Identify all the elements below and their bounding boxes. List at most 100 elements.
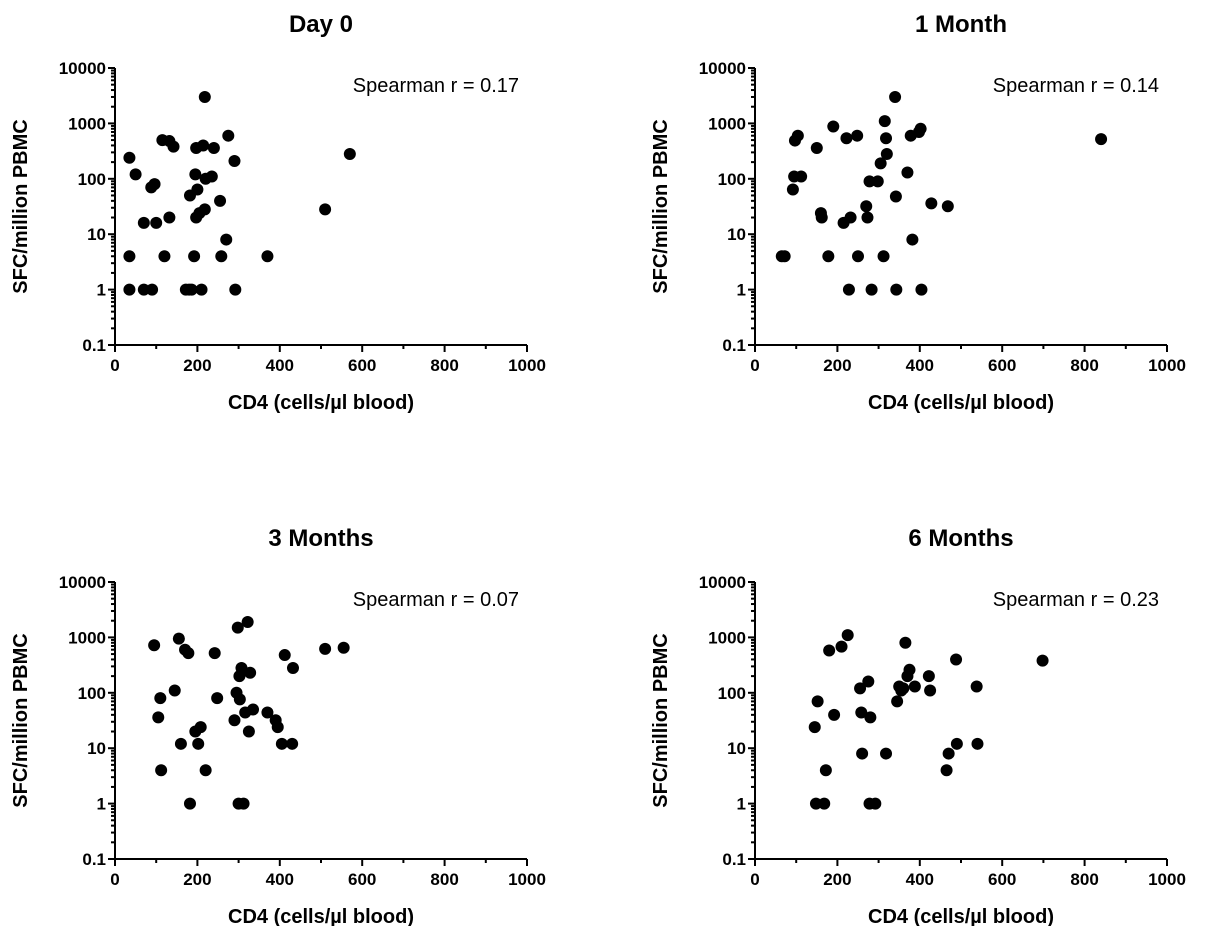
data-point (878, 115, 891, 128)
x-axis-label: CD4 (cells/µl blood) (868, 392, 1054, 414)
data-point (158, 250, 171, 263)
data-point (795, 170, 808, 183)
y-tick-label: 1 (97, 795, 106, 814)
x-tick-label: 600 (348, 870, 376, 889)
y-tick-label: 100 (78, 170, 106, 189)
y-tick-label: 1 (737, 795, 746, 814)
data-point (841, 629, 854, 642)
data-point (168, 684, 181, 697)
chart-title: 3 Months (268, 525, 373, 552)
x-axis-label: CD4 (cells/µl blood) (868, 906, 1054, 926)
data-point (214, 194, 227, 207)
y-tick-label: 1000 (708, 628, 746, 647)
data-point (198, 90, 211, 103)
y-tick-label: 10000 (59, 59, 106, 78)
chart-panel-1: Day 0 0.1 1 10 100 1000 10000 0 200 400 600 800 1000… (10, 11, 546, 414)
data-point (261, 250, 274, 263)
data-point (860, 200, 873, 213)
x-tick-label: 0 (110, 356, 119, 375)
y-tick-label: 1000 (708, 114, 746, 133)
x-tick-label: 200 (183, 870, 211, 889)
x-tick-label: 1000 (1148, 356, 1186, 375)
data-point (854, 682, 867, 695)
data-point (275, 737, 288, 750)
data-point (861, 211, 874, 224)
y-tick-label: 10000 (699, 59, 746, 78)
y-axis-label: SFC/million PBMC (650, 119, 672, 293)
x-tick-label: 400 (906, 356, 934, 375)
data-point (123, 250, 136, 263)
data-point (152, 711, 165, 724)
data-point (950, 737, 963, 750)
data-point (815, 211, 828, 224)
data-point (286, 737, 299, 750)
data-point (167, 140, 180, 153)
data-point (889, 90, 902, 103)
x-tick-label: 0 (750, 356, 759, 375)
data-point (123, 283, 136, 296)
x-tick-label: 200 (823, 870, 851, 889)
data-point (1036, 654, 1049, 667)
spearman-annotation: Spearman r = 0.07 (353, 589, 519, 611)
x-tick-label: 400 (266, 870, 294, 889)
data-point (899, 636, 912, 649)
data-point (851, 129, 864, 142)
chart-title: 1 Month (915, 11, 1007, 38)
x-tick-label: 200 (823, 356, 851, 375)
data-point (228, 154, 241, 167)
data-point (244, 666, 257, 679)
data-point (174, 737, 187, 750)
data-point (123, 151, 136, 164)
y-tick-label: 0.1 (722, 336, 746, 355)
data-point (191, 183, 204, 196)
data-point (922, 670, 935, 683)
x-tick-label: 400 (266, 356, 294, 375)
chart-panel-2: 1 Month 0.1 1 10 100 1000 10000 0 200 400 600 800 10… (650, 11, 1186, 414)
y-tick-label: 0.1 (722, 850, 746, 869)
y-tick-label: 100 (718, 170, 746, 189)
data-point (889, 190, 902, 203)
data-point (199, 764, 212, 777)
y-tick-label: 10000 (699, 573, 746, 592)
data-point (211, 692, 224, 705)
data-point (880, 148, 893, 161)
y-tick-label: 10 (87, 739, 106, 758)
x-tick-label: 600 (988, 356, 1016, 375)
x-tick-label: 800 (1070, 356, 1098, 375)
y-tick-label: 100 (78, 684, 106, 703)
data-point (891, 695, 904, 708)
chart-title: Day 0 (289, 11, 353, 38)
data-point (198, 203, 211, 216)
data-point (208, 647, 221, 660)
data-point (809, 797, 822, 810)
data-point (148, 178, 161, 191)
data-point (864, 711, 877, 724)
data-point (903, 663, 916, 676)
data-point (337, 641, 350, 654)
x-tick-label: 200 (183, 356, 211, 375)
y-tick-label: 1000 (68, 628, 106, 647)
spearman-annotation: Spearman r = 0.14 (993, 75, 1159, 97)
x-tick-label: 600 (348, 356, 376, 375)
x-tick-label: 1000 (1148, 870, 1186, 889)
data-point (856, 747, 869, 760)
data-point (154, 692, 167, 705)
data-point (863, 175, 876, 188)
data-point (192, 737, 205, 750)
x-tick-label: 800 (430, 356, 458, 375)
x-tick-label: 1000 (508, 870, 546, 889)
data-point (855, 706, 868, 719)
y-tick-label: 10 (87, 225, 106, 244)
data-point (971, 737, 984, 750)
data-point (228, 714, 241, 727)
data-point (942, 747, 955, 760)
data-point (1095, 133, 1108, 146)
y-tick-label: 1 (97, 281, 106, 300)
data-point (247, 703, 260, 716)
data-point (172, 632, 185, 645)
x-tick-label: 0 (750, 870, 759, 889)
x-tick-label: 0 (110, 870, 119, 889)
data-point (835, 640, 848, 653)
y-tick-label: 10000 (59, 573, 106, 592)
